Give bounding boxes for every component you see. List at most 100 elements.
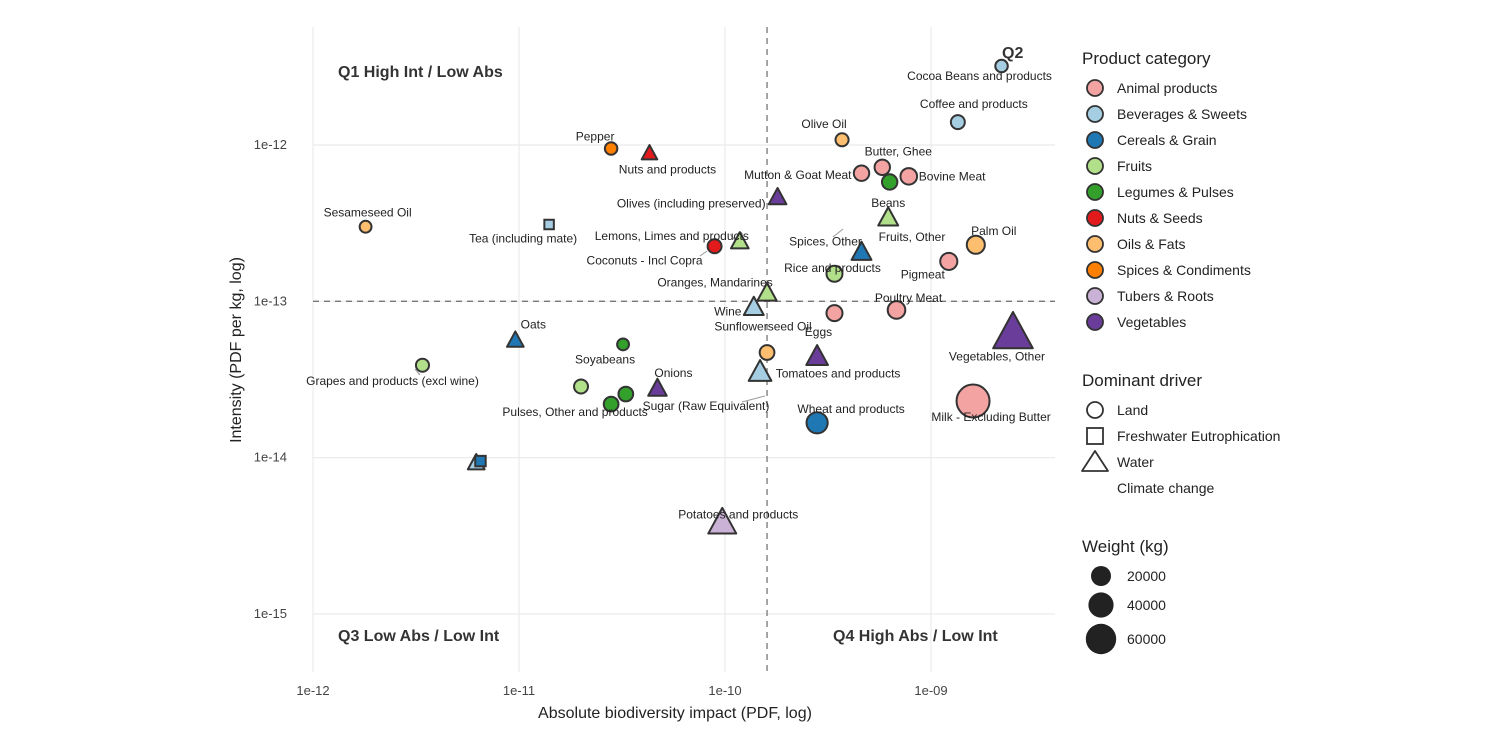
- legend-category-swatch: [1086, 105, 1104, 123]
- point-label: Beans: [871, 196, 905, 210]
- point-label: Butter, Ghee: [865, 144, 933, 158]
- legend-category-swatch: [1086, 287, 1104, 305]
- legend-category-swatch: [1086, 131, 1104, 149]
- point-label: Wheat and products: [797, 402, 904, 416]
- point-label: Palm Oil: [971, 224, 1016, 238]
- data-point: [825, 264, 844, 283]
- data-point: [414, 357, 431, 373]
- point-label: Bovine Meat: [919, 169, 986, 183]
- point-label: Mutton & Goat Meat: [744, 168, 852, 182]
- x-tick-label: 1e-11: [503, 683, 535, 698]
- legend-category-label: Beverages & Sweets: [1117, 106, 1247, 122]
- point-label: Eggs: [805, 325, 832, 339]
- quadrant-labels: Q1 High Int / Low Abs Q2 Q3 Low Abs / Lo…: [338, 45, 1023, 645]
- quadrant-label-q2: Q2: [1002, 45, 1023, 62]
- point-label: Nuts and products: [619, 163, 716, 177]
- point-label: Soyabeans: [575, 352, 635, 366]
- legend-category-swatch: [1086, 157, 1104, 175]
- data-point: [474, 454, 487, 468]
- data-point: [767, 186, 788, 206]
- data-point: [573, 378, 589, 395]
- point-label: Lemons, Limes and products: [595, 229, 749, 243]
- point-labels: Cocoa Beans and products Coffee and produ…: [306, 69, 1052, 521]
- point-label: Sugar (Raw Equivalent): [643, 399, 770, 413]
- legend-category-swatch: [1086, 183, 1104, 201]
- data-point: [756, 282, 778, 302]
- legend-category-label: Nuts & Seeds: [1117, 210, 1203, 226]
- data-point: [880, 173, 899, 191]
- data-point: [994, 58, 1009, 74]
- data-point: [873, 158, 891, 177]
- legend-category-title: Product category: [1082, 49, 1211, 68]
- point-label: Potatoes and products: [678, 507, 798, 521]
- x-tick-label: 1e-09: [914, 683, 947, 698]
- grid: [312, 27, 1055, 672]
- y-tick-label: 1e-13: [254, 293, 287, 308]
- data-point: [647, 377, 668, 397]
- data-point: [640, 144, 659, 161]
- point-label: Fruits, Other: [879, 230, 946, 244]
- point-label: Cocoa Beans and products: [907, 69, 1052, 83]
- data-point: [706, 238, 723, 255]
- legend-category-swatch: [1086, 79, 1104, 97]
- data-point: [955, 383, 991, 419]
- point-label: Olive Oil: [801, 117, 846, 131]
- data-point: [742, 295, 765, 317]
- x-tick-label: 1e-12: [296, 683, 329, 698]
- legend: Product category Animal products Beverages…: [1081, 49, 1280, 655]
- legend-driver-label: Land: [1117, 402, 1148, 418]
- data-point: [505, 330, 525, 348]
- leader-line: [414, 368, 421, 376]
- data-point: [805, 344, 829, 366]
- legend-weight-title: Weight (kg): [1082, 537, 1169, 556]
- y-axis-title: Intensity (PDF per kg, log): [228, 257, 245, 443]
- point-label: Coffee and products: [920, 97, 1028, 111]
- threshold-lines: [313, 27, 1055, 672]
- quadrant-label-q4: Q4 High Abs / Low Int: [833, 628, 998, 645]
- data-point: [852, 164, 871, 182]
- legend-category-label: Cereals & Grain: [1117, 132, 1217, 148]
- legend-driver-swatch: [1081, 450, 1109, 472]
- legend-weight-label: 40000: [1127, 597, 1166, 613]
- quadrant-label-q1: Q1 High Int / Low Abs: [338, 64, 503, 81]
- legend-category-swatch: [1086, 313, 1104, 331]
- point-label: Oranges, Mandarines: [657, 276, 772, 290]
- axis-ticks: 1e-12 1e-11 1e-10 1e-09 1e-15 1e-14 1e-13 1e-12: [254, 137, 948, 698]
- data-point: [886, 300, 907, 320]
- y-tick-label: 1e-15: [254, 606, 287, 621]
- legend-weight-swatch: [1091, 566, 1111, 586]
- y-tick-label: 1e-12: [254, 137, 287, 152]
- point-label: Milk - Excluding Butter: [931, 410, 1050, 424]
- point-label: Spices, Other: [789, 235, 862, 249]
- point-label: Oats: [521, 318, 546, 332]
- legend-weight-swatch: [1088, 592, 1114, 618]
- point-label: Wine: [714, 305, 742, 319]
- legend-category-swatch: [1086, 235, 1104, 253]
- leader-line: [741, 395, 766, 403]
- point-label: Pepper: [576, 129, 615, 143]
- leader-line: [699, 250, 708, 257]
- data-point: [358, 219, 373, 234]
- data-point: [850, 240, 873, 261]
- data-point: [707, 506, 738, 535]
- data-point: [834, 132, 850, 148]
- data-point: [729, 231, 750, 250]
- point-label: Tea (including mate): [469, 232, 577, 246]
- legend-category-swatch: [1086, 209, 1104, 227]
- data-point: [616, 337, 630, 352]
- data-point: [617, 385, 635, 403]
- legend-driver-swatch: [1086, 427, 1104, 445]
- y-tick-label: 1e-14: [254, 450, 287, 465]
- legend-category-label: Tubers & Roots: [1117, 288, 1214, 304]
- data-point: [543, 218, 555, 231]
- point-label: Sesameseed Oil: [324, 206, 412, 220]
- legend-driver-swatch: [1086, 401, 1104, 419]
- data-point: [949, 114, 966, 131]
- data-point: [939, 251, 959, 271]
- leader-line: [832, 228, 844, 238]
- data-points: [358, 58, 1034, 535]
- point-label: Coconuts - Incl Copra: [587, 253, 703, 267]
- legend-driver-label: Freshwater Eutrophication: [1117, 428, 1280, 444]
